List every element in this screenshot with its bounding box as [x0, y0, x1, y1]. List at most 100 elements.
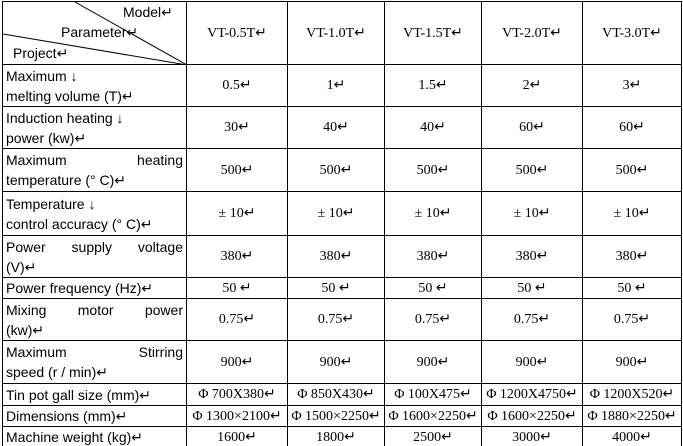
- cell-value: ± 10↵: [582, 191, 682, 236]
- cell-value: 500↵: [384, 148, 482, 192]
- label-line: power (kw)↵: [6, 129, 87, 146]
- cell-value: Φ 850X430↵: [287, 383, 385, 406]
- cell-value: 500↵: [481, 148, 583, 192]
- cell-value: Φ 1880×2250↵: [582, 405, 682, 427]
- row-label: Induction heating ↓ power (kw)↵: [2, 106, 187, 149]
- row-label: Tin pot gall size (mm)↵: [2, 383, 187, 406]
- label-line: Temperature ↓: [6, 195, 96, 212]
- column-header: VT-3.0T↵: [582, 1, 682, 65]
- cell-value: 2↵: [481, 64, 583, 107]
- data-row: Maximum heating temperature (° C)↵ 500↵ 500…: [2, 148, 682, 192]
- cell-value: 380↵: [384, 235, 482, 278]
- label-line: Maximum ↓: [6, 67, 78, 84]
- column-header: VT-2.0T↵: [481, 1, 583, 65]
- label-line: speed (r / min)↵: [6, 364, 108, 380]
- column-header: VT-1.5T↵: [384, 1, 482, 65]
- model-label: Model↵: [123, 4, 173, 20]
- diagonal-lines: [3, 2, 186, 64]
- cell-value: 380↵: [481, 235, 583, 278]
- label-line: (V)↵: [6, 258, 37, 275]
- cell-value: 1.5↵: [384, 64, 482, 107]
- cell-value: 60↵: [582, 106, 682, 149]
- cell-value: 1↵: [287, 64, 385, 107]
- label-line: Machine weight (kg)↵: [6, 429, 144, 445]
- data-row: Power supply voltage (V)↵ 380↵ 380↵ 380↵ 380↵…: [2, 235, 682, 278]
- data-row: Temperature ↓ control accuracy (° C)↵ ± 10…: [2, 191, 682, 236]
- cell-value: ± 10↵: [384, 191, 482, 236]
- cell-value: 3↵: [582, 64, 682, 107]
- cell-value: 50 ↵: [582, 277, 682, 299]
- data-row: Maximum ↓ melting volume (T)↵ 0.5↵ 1↵ 1.5↵ 2↵…: [2, 64, 682, 107]
- cell-value: 50 ↵: [481, 277, 583, 299]
- cell-value: 500↵: [186, 148, 288, 192]
- row-label: Maximum Stirring speed (r / min)↵: [2, 340, 187, 384]
- cell-value: ± 10↵: [481, 191, 583, 236]
- project-label: Project↵: [13, 45, 69, 61]
- cell-value: 0.75↵: [186, 298, 288, 341]
- data-row: Power frequency (Hz)↵ 50 ↵ 50 ↵ 50 ↵ 50 ↵ 50 …: [2, 277, 682, 299]
- cell-value: 40↵: [287, 106, 385, 149]
- row-label: Machine weight (kg)↵: [2, 426, 187, 446]
- cell-value: 900↵: [582, 340, 682, 384]
- cell-value: 60↵: [481, 106, 583, 149]
- cell-value: 0.75↵: [287, 298, 385, 341]
- label-line: melting volume (T)↵: [6, 87, 134, 104]
- label-line: Mixing motor power: [6, 301, 183, 318]
- diagonal-header: Model↵ Parameter↵ Project↵: [2, 1, 187, 65]
- cell-value: Φ 1300×2100↵: [186, 405, 288, 427]
- cell-value: 4000↵: [582, 426, 682, 446]
- cell-value: 0.75↵: [481, 298, 583, 341]
- cell-value: 1600↵: [186, 426, 288, 446]
- cell-value: 0.75↵: [582, 298, 682, 341]
- cell-value: Φ 1500×2250↵: [287, 405, 385, 427]
- row-label: Maximum heating temperature (° C)↵: [2, 148, 187, 192]
- row-label: Dimensions (mm)↵: [2, 405, 187, 427]
- cell-value: 380↵: [582, 235, 682, 278]
- cell-value: 40↵: [384, 106, 482, 149]
- label-line: Dimensions (mm)↵: [6, 408, 128, 424]
- cell-value: Φ 1200X4750↵: [481, 383, 583, 406]
- cell-value: 30↵: [186, 106, 288, 149]
- label-line: temperature (° C)↵: [6, 172, 127, 188]
- header-row: Model↵ Parameter↵ Project↵ VT-0.5T↵ VT-1.…: [2, 1, 682, 65]
- cell-value: 1800↵: [287, 426, 385, 446]
- cell-value: Φ 1200X520↵: [582, 383, 682, 406]
- column-header: VT-1.0T↵: [287, 1, 385, 65]
- row-label: Mixing motor power (kw)↵: [2, 298, 187, 341]
- cell-value: 900↵: [481, 340, 583, 384]
- cell-value: 380↵: [287, 235, 385, 278]
- cell-value: 50 ↵: [384, 277, 482, 299]
- parameter-label: Parameter↵: [61, 24, 139, 40]
- cell-value: 900↵: [384, 340, 482, 384]
- data-row: Machine weight (kg)↵ 1600↵ 1800↵ 2500↵ 3000↵…: [2, 426, 682, 446]
- label-line: Power frequency (Hz)↵: [6, 280, 154, 296]
- cell-value: Φ 1600×2250↵: [481, 405, 583, 427]
- label-line: Maximum Stirring: [6, 344, 183, 360]
- cell-value: 2500↵: [384, 426, 482, 446]
- data-row: Tin pot gall size (mm)↵ Φ 700X380↵ Φ 850X4…: [2, 383, 682, 406]
- cell-value: 900↵: [186, 340, 288, 384]
- cell-value: 500↵: [287, 148, 385, 192]
- cell-value: 900↵: [287, 340, 385, 384]
- row-label: Maximum ↓ melting volume (T)↵: [2, 64, 187, 107]
- row-label: Power frequency (Hz)↵: [2, 277, 187, 299]
- cell-value: 50 ↵: [186, 277, 288, 299]
- cell-value: 0.5↵: [186, 64, 288, 107]
- column-header: VT-0.5T↵: [186, 1, 288, 65]
- cell-value: 0.75↵: [384, 298, 482, 341]
- cell-value: 500↵: [582, 148, 682, 192]
- cell-value: ± 10↵: [186, 191, 288, 236]
- data-row: Mixing motor power (kw)↵ 0.75↵ 0.75↵ 0.75↵ 0.…: [2, 298, 682, 341]
- cell-value: 3000↵: [481, 426, 583, 446]
- cell-value: 50 ↵: [287, 277, 385, 299]
- data-row: Maximum Stirring speed (r / min)↵ 900↵ 900↵…: [2, 340, 682, 384]
- cell-value: Φ 700X380↵: [186, 383, 288, 406]
- label-line: Induction heating ↓: [6, 109, 124, 126]
- data-row: Induction heating ↓ power (kw)↵ 30↵ 40↵ 40↵ 6…: [2, 106, 682, 149]
- cell-value: Φ 100X475↵: [384, 383, 482, 406]
- cell-value: Φ 1600×2250↵: [384, 405, 482, 427]
- label-line: control accuracy (° C)↵: [6, 215, 153, 232]
